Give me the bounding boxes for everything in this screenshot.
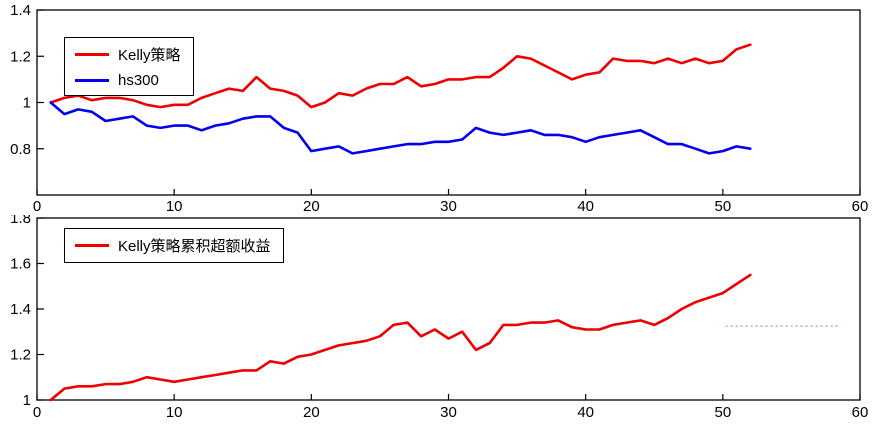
series-line-1 — [49, 101, 752, 155]
bottom-chart: 0 10 20 30 40 50 60 1 1.2 1.4 1.6 1.8 Kelly策略累积超额收益 — [0, 215, 873, 426]
legend-line-sample — [75, 53, 109, 56]
x-tick-label: 60 — [852, 404, 869, 421]
legend-label: Kelly策略累积超额收益 — [118, 238, 271, 255]
x-tick-label: 50 — [714, 404, 731, 421]
x-tick-label: 0 — [33, 404, 41, 421]
series-line-0 — [49, 273, 752, 402]
x-tick-label: 0 — [33, 198, 41, 215]
y-tick-label: 1.4 — [10, 301, 31, 318]
x-tick-label: 60 — [852, 198, 869, 215]
top-chart: 0 10 20 30 40 50 60 0.8 1 1.2 1.4 Kelly策略 hs300 — [10, 2, 869, 215]
y-tick-label: 1 — [23, 95, 31, 112]
y-tick-label: 1.2 — [10, 48, 31, 65]
x-tick-label: 10 — [166, 404, 183, 421]
x-tick-label: 30 — [440, 404, 457, 421]
legend-line-sample — [75, 79, 109, 82]
legend: Kelly策略累积超额收益 — [64, 228, 284, 263]
x-tick-label: 40 — [577, 198, 594, 215]
legend-entry: Kelly策略累积超额收益 — [75, 235, 271, 256]
y-tick-label: 1.4 — [10, 2, 31, 19]
plot-area-0: 0 10 20 30 40 50 60 0.8 1 1.2 1.4 — [10, 2, 869, 215]
x-tick-label: 20 — [303, 198, 320, 215]
y-tick-label: 1.8 — [10, 215, 31, 227]
legend-entry: Kelly策略 — [75, 44, 181, 65]
x-tick-label: 50 — [714, 198, 731, 215]
x-tick-label: 20 — [303, 404, 320, 421]
y-tick-label: 1.2 — [10, 347, 31, 364]
x-tick-label: 40 — [577, 404, 594, 421]
legend: Kelly策略 hs300 — [64, 37, 194, 96]
plot-area-1: 0 10 20 30 40 50 60 1 1.2 1.4 1.6 1.8 — [10, 215, 869, 421]
legend-entry: hs300 — [75, 72, 181, 89]
y-tick-label: 1 — [23, 392, 31, 409]
y-tick-label: 0.8 — [10, 141, 31, 158]
y-tick-label: 1.6 — [10, 256, 31, 273]
series-line-0 — [49, 43, 752, 109]
legend-label: Kelly策略 — [118, 47, 181, 64]
x-tick-label: 30 — [440, 198, 457, 215]
legend-line-sample — [75, 244, 109, 247]
x-tick-label: 10 — [166, 198, 183, 215]
legend-label: hs300 — [118, 72, 159, 89]
